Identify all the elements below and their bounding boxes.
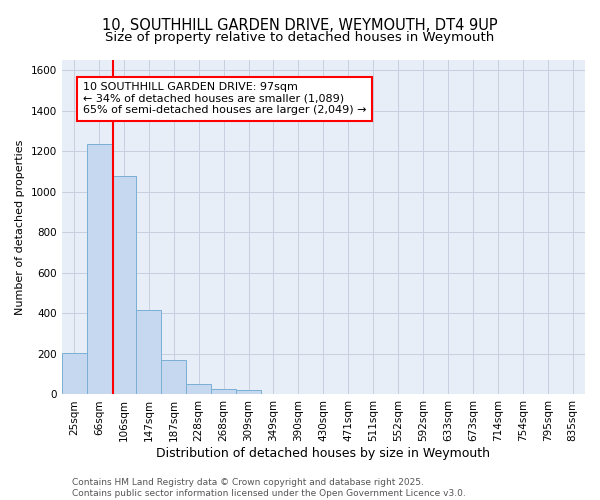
Bar	[236, 390, 261, 394]
Text: Contains HM Land Registry data © Crown copyright and database right 2025.
Contai: Contains HM Land Registry data © Crown c…	[72, 478, 466, 498]
Bar	[62, 353, 86, 395]
Text: 10 SOUTHHILL GARDEN DRIVE: 97sqm
← 34% of detached houses are smaller (1,089)
65: 10 SOUTHHILL GARDEN DRIVE: 97sqm ← 34% o…	[83, 82, 367, 116]
Y-axis label: Number of detached properties: Number of detached properties	[15, 140, 25, 315]
Bar	[112, 176, 136, 394]
Text: Size of property relative to detached houses in Weymouth: Size of property relative to detached ho…	[106, 31, 494, 44]
Bar	[211, 390, 236, 394]
X-axis label: Distribution of detached houses by size in Weymouth: Distribution of detached houses by size …	[157, 447, 490, 460]
Bar	[86, 144, 112, 395]
Text: 10, SOUTHHILL GARDEN DRIVE, WEYMOUTH, DT4 9UP: 10, SOUTHHILL GARDEN DRIVE, WEYMOUTH, DT…	[102, 18, 498, 32]
Bar	[186, 384, 211, 394]
Bar	[136, 310, 161, 394]
Bar	[161, 360, 186, 394]
